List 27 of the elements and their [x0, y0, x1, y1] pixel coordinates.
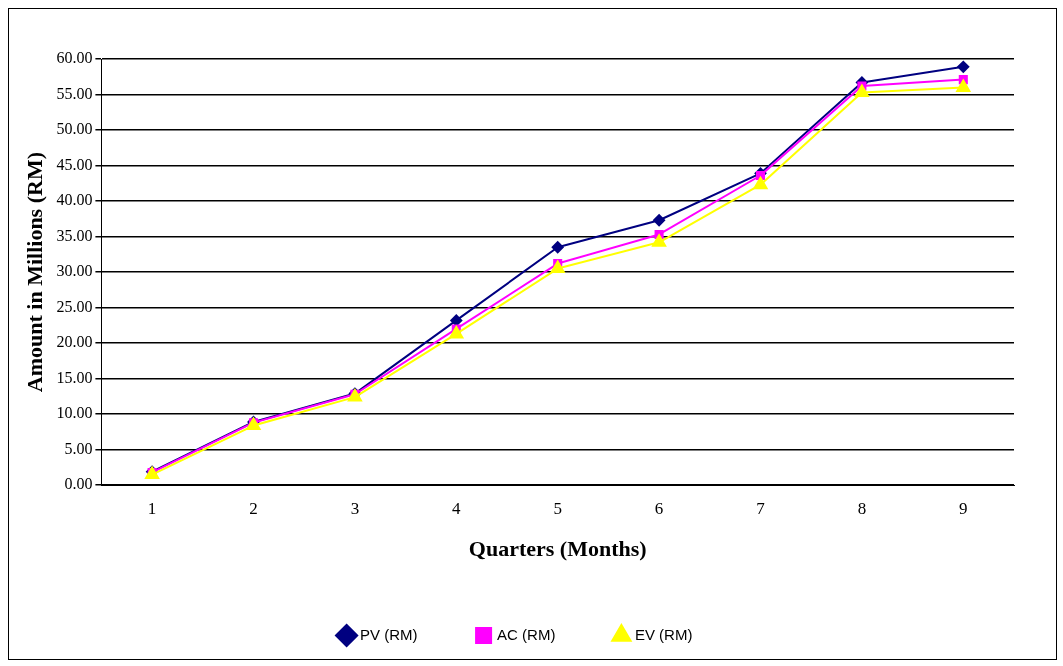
y-axis-title: Amount in Millions (RM)	[21, 152, 47, 393]
y-tick-label: 5.00	[64, 439, 93, 457]
y-tick-label: 25.00	[56, 297, 93, 315]
y-tick-label: 35.00	[56, 226, 93, 244]
x-tick-label: 9	[959, 498, 968, 518]
y-tick-label: 30.00	[56, 262, 93, 280]
y-tick-label: 60.00	[56, 49, 93, 67]
y-tick-label: 0.00	[64, 475, 93, 493]
y-tick-label: 40.00	[56, 191, 93, 209]
y-tick-label: 45.00	[56, 155, 93, 173]
x-tick-label: 1	[147, 498, 157, 518]
legend-label: AC (RM)	[497, 625, 556, 643]
y-tick-label: 10.00	[56, 404, 93, 422]
x-tick-label: 2	[249, 498, 258, 518]
legend-label: PV (RM)	[360, 625, 418, 643]
x-tick-label: 4	[452, 498, 462, 518]
x-tick-label: 6	[654, 498, 664, 518]
x-tick-label: 7	[756, 498, 766, 518]
y-tick-label: 15.00	[56, 368, 93, 386]
y-tick-label: 20.00	[56, 333, 93, 351]
x-axis-title: Quarters (Months)	[468, 536, 647, 562]
legend-label: EV (RM)	[634, 625, 693, 643]
y-tick-label: 55.00	[56, 84, 93, 102]
x-tick-label: 8	[857, 498, 867, 518]
x-tick-label: 3	[350, 498, 360, 518]
x-tick-label: 5	[553, 498, 562, 518]
y-tick-label: 50.00	[56, 120, 93, 138]
